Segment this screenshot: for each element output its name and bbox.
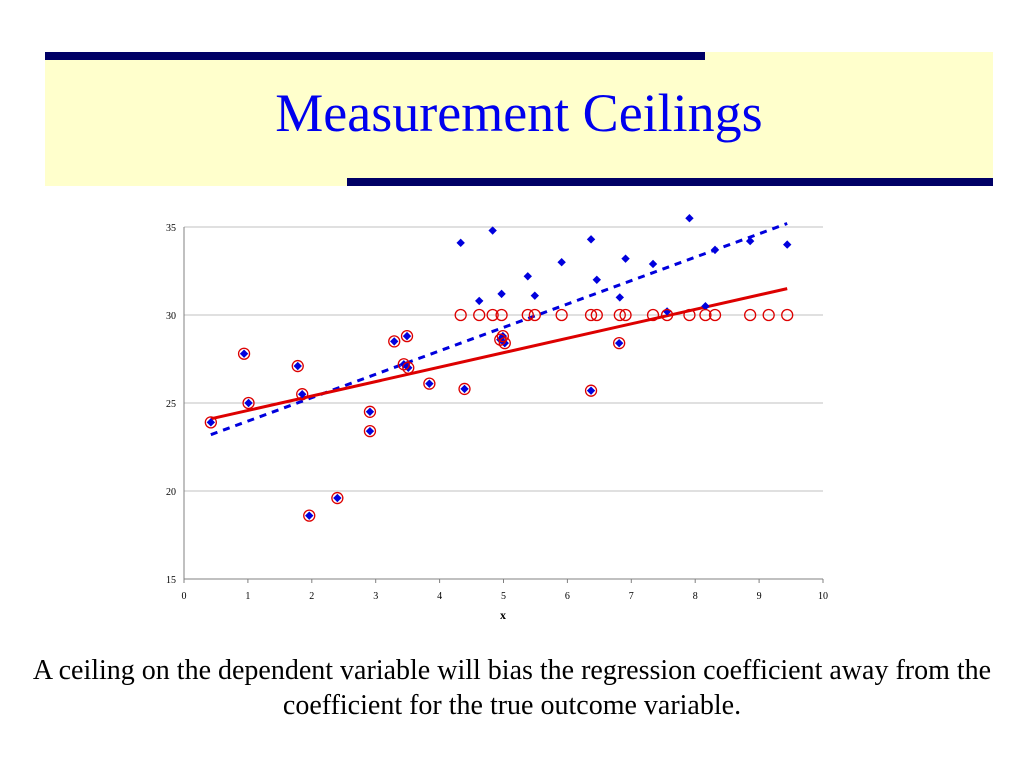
x-tick-label-9: 9: [757, 591, 762, 602]
gridlines: [184, 226, 823, 492]
x-tick-label-3: 3: [373, 591, 378, 602]
trendline-observed: [210, 287, 788, 421]
circle-point-29: [613, 308, 626, 322]
circle-point-7: [363, 405, 377, 418]
y-tick-label-20: 20: [166, 487, 176, 498]
circle-point-8: [363, 425, 377, 438]
circle-point-15: [458, 382, 471, 396]
diamond-point-13: [425, 379, 434, 388]
slide-title: Measurement Ceilings: [275, 83, 763, 143]
circle-point-5: [303, 509, 316, 522]
y-tick-label-15: 15: [166, 575, 176, 586]
y-tick-label-30: 30: [166, 311, 176, 322]
diamond-point-29: [615, 293, 624, 302]
diamond-point-22: [523, 272, 532, 281]
circle-point-0: [204, 416, 217, 429]
diamond-point-23: [530, 291, 540, 300]
diamond-point-35: [710, 245, 720, 255]
diamond-point-34: [701, 302, 710, 311]
circle-point-4: [296, 388, 309, 401]
circle-point-16: [473, 308, 486, 322]
diamond-point-5: [305, 511, 314, 520]
x-tick-label-8: 8: [693, 591, 698, 602]
data-points: [204, 214, 794, 522]
circle-point-31: [646, 308, 660, 322]
diamond-point-25: [586, 235, 596, 244]
circle-point-13: [423, 377, 436, 390]
diamond-point-1: [239, 349, 249, 358]
diamond-point-15: [460, 384, 469, 394]
diamond-point-9: [390, 337, 399, 346]
circle-point-24: [555, 308, 568, 322]
trendline-true: [210, 222, 788, 437]
diamond-point-26: [586, 386, 596, 395]
x-tick-label-2: 2: [309, 591, 314, 602]
diamond-point-24: [557, 258, 566, 267]
diamond-point-0: [206, 418, 216, 427]
circle-point-28: [613, 337, 626, 350]
circle-point-17: [486, 308, 499, 322]
title-bar-bottom: [347, 178, 993, 186]
circle-point-12: [402, 361, 415, 374]
diamond-point-3: [293, 361, 302, 371]
circle-point-25: [584, 308, 598, 322]
circle-point-27: [590, 308, 603, 322]
circle-point-9: [388, 335, 401, 348]
title-band: [45, 52, 993, 186]
diamond-point-17: [488, 226, 497, 235]
diamond-point-36: [745, 236, 755, 246]
x-tick-label-5: 5: [501, 591, 506, 602]
circle-point-35: [708, 308, 722, 322]
diamond-point-4: [298, 390, 307, 399]
circle-point-14: [454, 308, 467, 322]
x-tick-label-10: 10: [818, 591, 828, 602]
diamond-point-28: [614, 338, 624, 348]
circle-point-3: [291, 359, 304, 373]
diamond-point-31: [648, 259, 658, 269]
diamond-point-11: [402, 331, 412, 341]
diamond-point-7: [365, 407, 375, 416]
circle-point-33: [683, 308, 696, 322]
circle-point-32: [660, 308, 674, 322]
circle-point-19: [496, 329, 510, 343]
diamond-point-16: [475, 296, 484, 306]
circle-point-1: [237, 347, 251, 360]
title-bar-top: [45, 52, 705, 60]
tick-labels: 15 20 25 30 35 0 1 2 3 4 5 6 7 8 9 10: [166, 223, 828, 602]
caption: A ceiling on the dependent variable will…: [32, 655, 992, 721]
circle-point-34: [699, 308, 712, 322]
circle-point-30: [619, 308, 632, 322]
circle-point-37: [762, 308, 775, 322]
diamond-point-27: [592, 275, 601, 284]
diamond-point-30: [621, 254, 630, 263]
diamond-point-21: [497, 289, 506, 299]
diamond-point-14: [456, 238, 465, 248]
x-axis-label: x: [500, 608, 506, 622]
diamond-point-2: [244, 398, 253, 408]
diamond-point-6: [333, 493, 342, 503]
x-tick-label-6: 6: [565, 591, 570, 602]
circle-point-36: [744, 308, 757, 322]
circle-point-21: [495, 308, 508, 322]
circle-point-11: [400, 329, 414, 343]
diamond-point-33: [685, 214, 694, 223]
y-tick-label-25: 25: [166, 399, 176, 410]
circle-point-20: [498, 337, 511, 350]
axes: [183, 227, 824, 583]
y-tick-label-35: 35: [166, 223, 176, 234]
diamond-point-37: [783, 240, 792, 249]
x-tick-label-4: 4: [437, 591, 442, 602]
circle-point-22: [521, 308, 534, 322]
x-tick-label-7: 7: [629, 591, 634, 602]
circle-point-38: [781, 308, 794, 322]
circle-point-23: [528, 308, 541, 322]
x-tick-label-1: 1: [245, 591, 250, 602]
circle-point-2: [242, 396, 255, 410]
circle-point-6: [331, 491, 344, 505]
diamond-point-8: [365, 426, 375, 436]
x-tick-label-0: 0: [182, 591, 187, 602]
circle-point-26: [584, 384, 598, 397]
